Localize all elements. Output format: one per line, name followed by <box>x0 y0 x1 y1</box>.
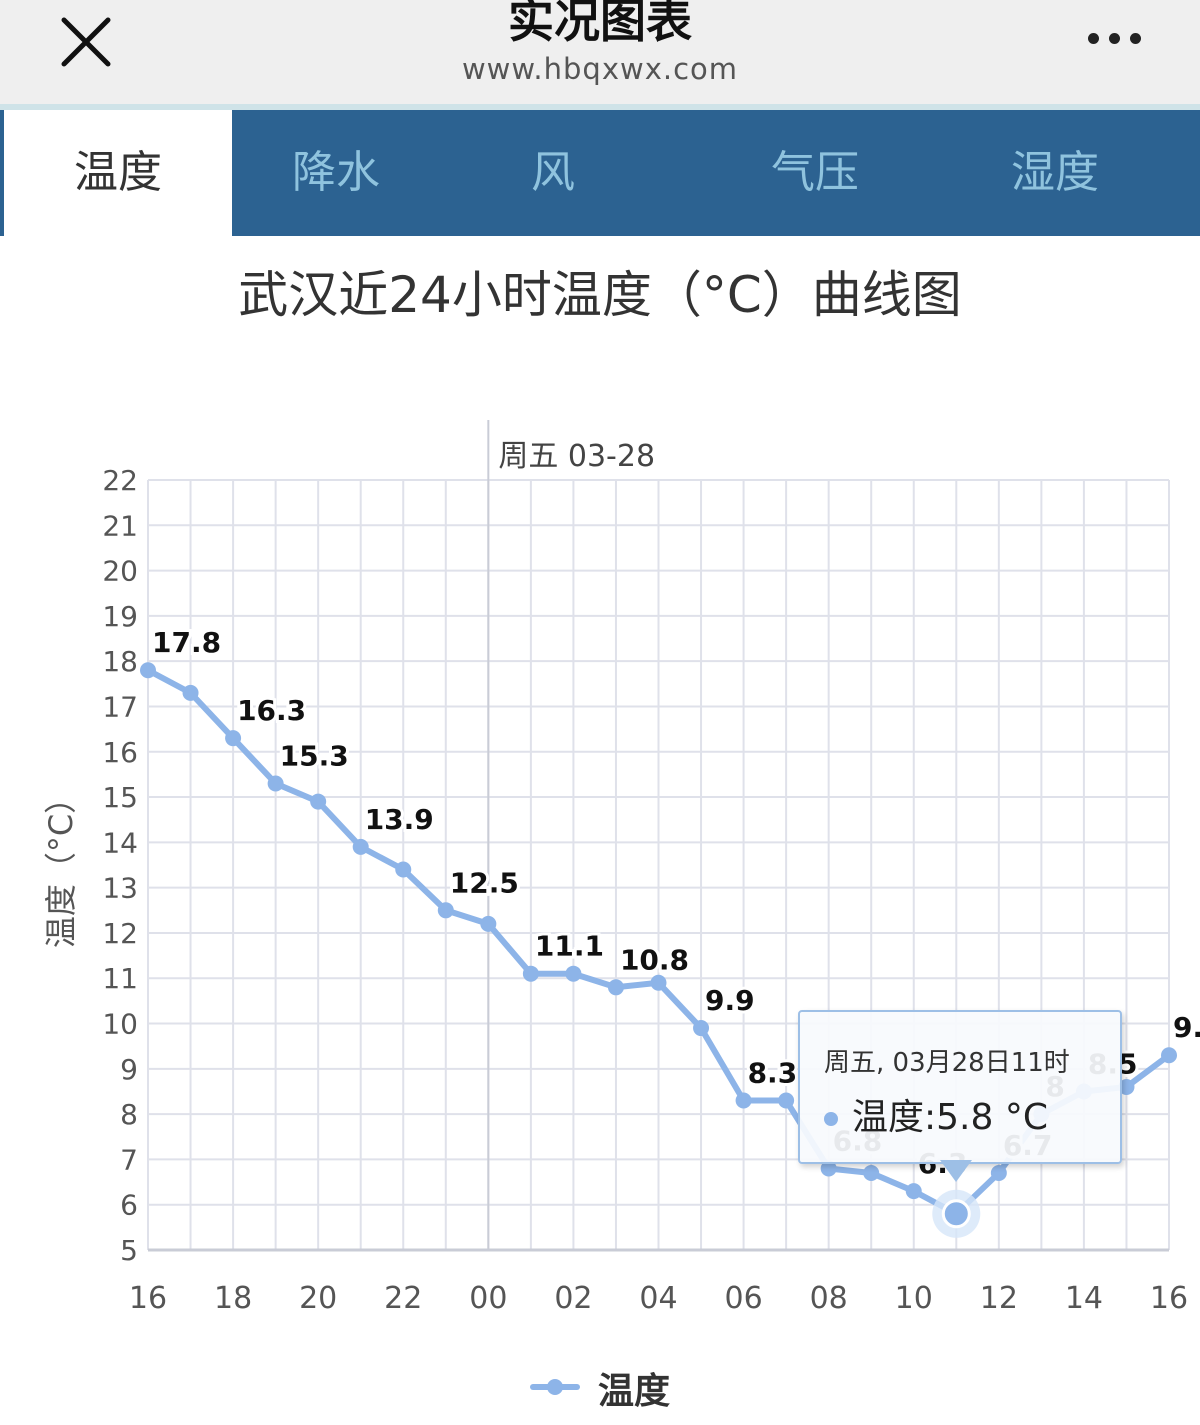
tab-humidity[interactable]: 湿度 <box>1011 147 1099 198</box>
data-label: 9.9 <box>705 984 755 1017</box>
x-tick-label: 00 <box>469 1281 507 1316</box>
y-tick-label: 7 <box>120 1143 138 1176</box>
data-point <box>140 662 156 679</box>
y-tick-label: 8 <box>120 1098 138 1131</box>
data-label: 10.8 <box>620 943 689 976</box>
y-tick-label: 16 <box>102 736 138 769</box>
y-tick-label: 19 <box>102 600 138 633</box>
data-label: 16.3 <box>237 694 306 727</box>
tab-pressure[interactable]: 气压 <box>771 147 859 198</box>
data-label: 8.3 <box>748 1057 798 1090</box>
data-point <box>693 1020 710 1037</box>
data-point <box>267 775 284 792</box>
data-point <box>395 861 412 878</box>
legend-marker-icon <box>547 1379 563 1395</box>
y-tick-label: 10 <box>102 1008 138 1041</box>
close-icon <box>61 17 111 67</box>
data-point <box>863 1165 880 1181</box>
tooltip-value-row: 温度:5.8 °C <box>824 1088 1048 1140</box>
data-label: 17.8 <box>152 626 221 659</box>
x-tick-label: 16 <box>129 1281 167 1316</box>
y-tick-label: 5 <box>120 1234 138 1267</box>
y-tick-label: 15 <box>102 781 138 814</box>
tooltip-value: 5.8 °C <box>936 1097 1048 1138</box>
page-title: 实况图表 <box>508 0 692 48</box>
y-tick-label: 6 <box>120 1189 138 1222</box>
y-tick-label: 18 <box>102 645 138 678</box>
data-point <box>437 902 454 919</box>
y-tick-label: 9 <box>120 1053 138 1086</box>
x-tick-label: 20 <box>299 1281 337 1316</box>
data-point <box>182 684 199 701</box>
title-block: 实况图表 www.hbqxwx.com <box>0 0 1200 86</box>
y-tick-label: 14 <box>102 826 138 859</box>
more-dots-icon <box>1130 33 1141 44</box>
highlight-point <box>941 1199 971 1229</box>
data-point <box>480 915 497 932</box>
chart-title: 武汉近24小时温度（°C）曲线图 <box>238 266 962 324</box>
data-label: 11.1 <box>535 930 604 963</box>
x-tick-label: 04 <box>639 1281 677 1316</box>
y-axis-title: 温度（°C） <box>42 782 80 948</box>
tab-bar: 温度 降水 风 气压 湿度 <box>0 110 1200 238</box>
tab-temperature[interactable]: 温度 <box>4 110 232 238</box>
x-tick-label: 06 <box>724 1281 762 1316</box>
data-point <box>565 965 582 982</box>
y-tick-label: 13 <box>102 872 138 905</box>
tab-precipitation[interactable]: 降水 <box>292 147 380 198</box>
data-point <box>735 1092 752 1109</box>
data-point <box>607 979 624 996</box>
x-tick-label: 02 <box>554 1281 592 1316</box>
tooltip-header: 周五, 03月28日11时 <box>824 1048 1070 1078</box>
tooltip-series-label: 温度: <box>852 1097 937 1138</box>
more-dots-icon <box>1109 33 1120 44</box>
y-tick-label: 22 <box>102 464 138 497</box>
data-point <box>225 730 242 747</box>
top-bar: 实况图表 www.hbqxwx.com <box>0 0 1200 110</box>
tooltip-pointer <box>940 1160 972 1182</box>
tab-wind[interactable]: 风 <box>531 147 575 198</box>
page-url: www.hbqxwx.com <box>461 52 739 86</box>
data-label: 13.9 <box>365 803 434 836</box>
x-tick-label: 08 <box>810 1281 848 1316</box>
x-tick-label: 14 <box>1065 1281 1103 1316</box>
y-tick-label: 12 <box>102 917 138 950</box>
data-point <box>1161 1047 1177 1064</box>
day-band-label: 周五 03-28 <box>498 439 655 474</box>
x-tick-label: 12 <box>980 1281 1018 1316</box>
y-tick-label: 17 <box>102 690 138 723</box>
y-tick-label: 21 <box>102 509 138 542</box>
y-tick-label: 20 <box>102 555 138 588</box>
y-tick-label: 11 <box>102 962 138 995</box>
more-dots-icon <box>1088 33 1099 44</box>
data-point <box>522 965 539 982</box>
close-button[interactable] <box>58 14 114 70</box>
data-label: 12.5 <box>450 866 519 899</box>
series-dot-icon <box>824 1112 838 1126</box>
data-label: 9.3 <box>1173 1011 1200 1044</box>
data-label: 15.3 <box>280 739 349 772</box>
chart-tooltip: 周五, 03月28日11时 温度:5.8 °C <box>798 1010 1122 1164</box>
data-point <box>1118 1078 1135 1095</box>
x-tick-label: 18 <box>214 1281 252 1316</box>
x-tick-label: 10 <box>895 1281 933 1316</box>
data-point <box>990 1165 1007 1181</box>
data-point <box>650 974 667 991</box>
x-tick-label: 16 <box>1150 1281 1188 1316</box>
data-point <box>352 838 369 855</box>
more-button[interactable] <box>1084 30 1144 48</box>
data-point <box>905 1183 922 1200</box>
legend-label: 温度 <box>598 1371 671 1412</box>
x-tick-label: 22 <box>384 1281 422 1316</box>
data-point <box>310 793 327 810</box>
temperature-chart[interactable]: 5 6 7 8 9 10 11 12 13 14 15 16 17 18 19 20 21 22 周五 03-28 1… <box>0 410 1200 1350</box>
data-point <box>820 1160 837 1177</box>
data-point <box>778 1092 795 1109</box>
